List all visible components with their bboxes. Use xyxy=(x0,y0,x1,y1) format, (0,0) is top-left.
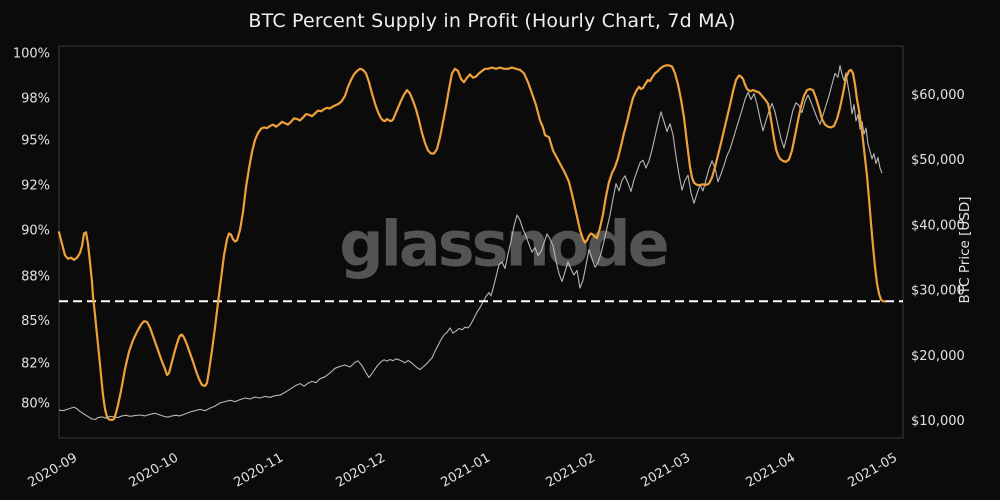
chart-title: BTC Percent Supply in Profit (Hourly Cha… xyxy=(248,10,736,32)
plot-frame xyxy=(58,45,904,439)
right-axis-tick-label: $40,000 xyxy=(911,218,965,233)
right-axis-tick-label: $30,000 xyxy=(911,284,965,299)
btc-price-line xyxy=(58,65,883,421)
right-axis-tick-label: $60,000 xyxy=(911,88,965,103)
x-axis-tick-label: 2021-02 xyxy=(543,450,598,490)
left-axis-tick-label: 90% xyxy=(21,224,50,239)
x-axis-tick-label: 2020-12 xyxy=(333,450,388,490)
left-axis-tick-label: 82% xyxy=(21,357,50,372)
right-axis-title: BTC Price [USD] xyxy=(957,196,973,303)
right-axis-tick-label: $10,000 xyxy=(911,414,965,429)
supply-in-profit-line xyxy=(57,64,887,422)
left-axis-tick-label: 88% xyxy=(21,270,50,285)
left-axis-tick-label: 85% xyxy=(21,314,50,329)
x-axis-tick-label: 2020-11 xyxy=(231,450,286,490)
x-axis-tick-label: 2021-04 xyxy=(743,450,798,490)
left-axis-tick-label: 95% xyxy=(21,134,50,149)
left-axis-tick-label: 100% xyxy=(13,47,50,62)
x-axis-tick-label: 2021-05 xyxy=(845,450,900,490)
x-axis-tick-label: 2020-10 xyxy=(126,450,181,490)
right-axis-tick-label: $20,000 xyxy=(911,349,965,364)
left-axis-tick-label: 80% xyxy=(21,397,50,412)
x-axis-tick-label: 2020-09 xyxy=(25,450,80,490)
left-axis-tick-label: 92% xyxy=(21,179,50,194)
x-axis-tick-label: 2021-03 xyxy=(638,450,693,490)
left-axis-tick-label: 98% xyxy=(21,92,50,107)
x-axis-tick-label: 2021-01 xyxy=(438,450,493,490)
right-axis-tick-label: $50,000 xyxy=(911,153,965,168)
